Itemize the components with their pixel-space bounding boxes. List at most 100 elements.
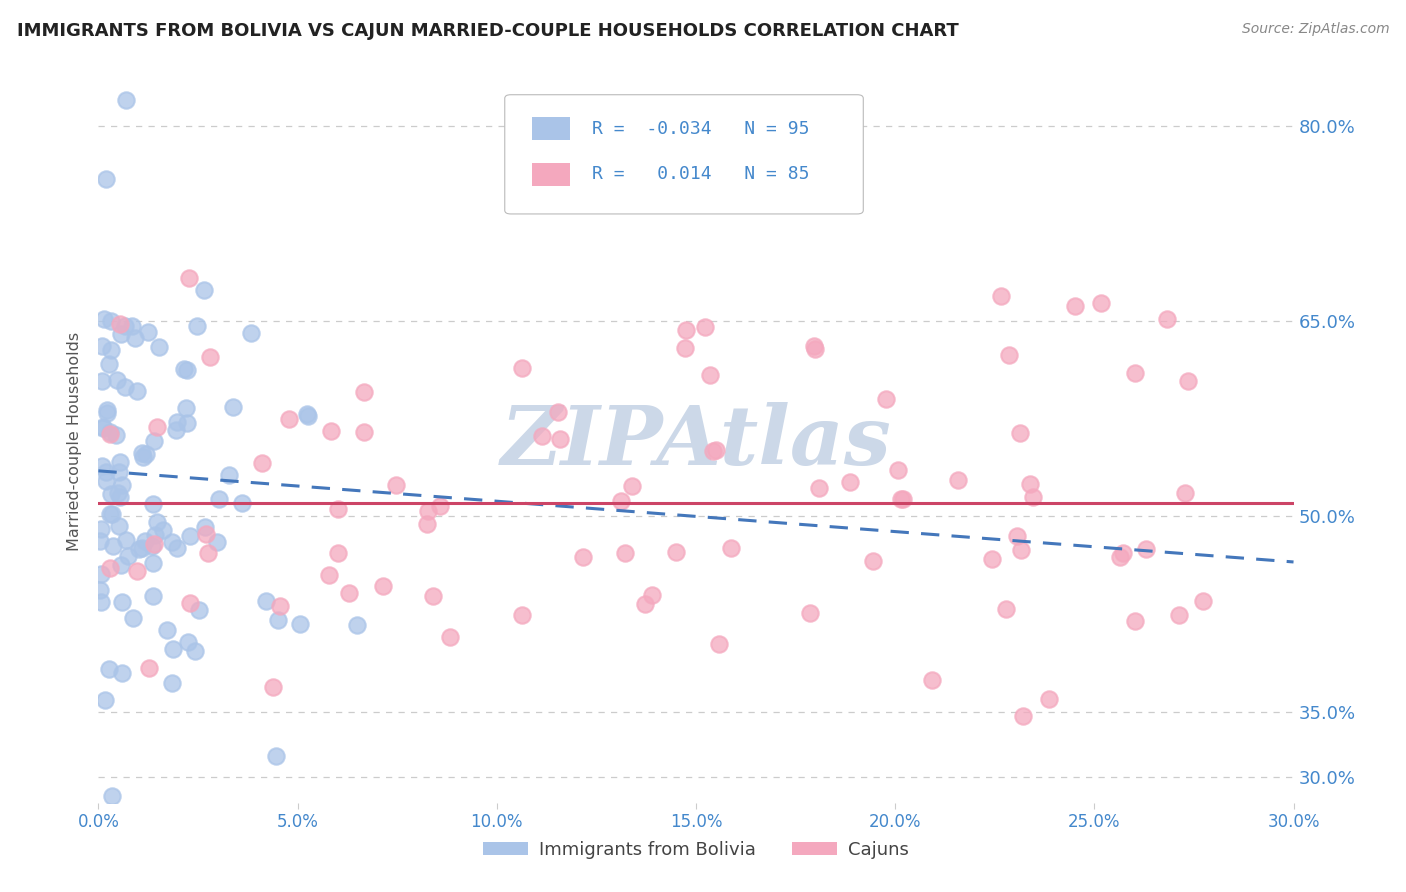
Point [100,425,122,439]
Point [90,522,112,536]
Point [1135,541,1157,556]
Point [572,549,595,564]
Point [89,533,111,548]
Point [990,289,1012,303]
Point [1192,594,1215,608]
Point [634,598,657,612]
Point [346,618,368,632]
Point [177,271,200,285]
Point [132,450,155,464]
Point [530,429,553,443]
Point [1008,426,1031,441]
Point [326,501,349,516]
Point [804,343,827,357]
Point [288,617,311,632]
Point [640,588,662,602]
Point [152,523,174,537]
Point [142,556,165,570]
Point [91,419,114,434]
Point [207,492,229,507]
Text: R =  -0.034   N = 95: R = -0.034 N = 95 [592,120,810,137]
Point [416,516,439,531]
Point [621,479,644,493]
Point [921,673,943,687]
Point [254,594,277,608]
Point [142,589,165,603]
Point [176,401,198,416]
Point [145,516,167,530]
Point [207,534,229,549]
Point [510,360,533,375]
Point [131,446,153,460]
Point [141,539,163,553]
Point [101,540,124,554]
Point [135,447,157,461]
Point [111,665,134,680]
Point [136,326,159,340]
Point [131,541,153,555]
Point [838,475,860,489]
Point [231,496,253,510]
Point [704,443,727,458]
Text: Source: ZipAtlas.com: Source: ZipAtlas.com [1241,22,1389,37]
Point [94,172,117,186]
Point [105,373,128,387]
Point [547,405,569,419]
Point [699,368,721,383]
Point [995,602,1018,616]
Point [105,428,128,442]
Point [1063,299,1085,313]
Point [609,494,631,508]
Point [89,583,111,598]
Text: R =   0.014   N = 85: R = 0.014 N = 85 [592,165,810,183]
Point [184,644,207,658]
Point [222,400,245,414]
Point [862,554,884,568]
Point [90,595,112,609]
Point [125,384,148,398]
Point [111,594,134,608]
Point [1109,550,1132,565]
Point [91,374,114,388]
Point [96,406,118,420]
Point [439,630,461,644]
Point [1123,366,1146,380]
Point [1167,608,1189,623]
Point [218,467,240,482]
Point [337,585,360,599]
Point [96,474,118,488]
Point [117,549,139,563]
Point [1123,615,1146,629]
Point [353,425,375,439]
Point [1174,485,1197,500]
Point [108,318,131,332]
FancyBboxPatch shape [505,95,863,214]
Point [89,567,111,582]
Point [176,363,198,377]
Legend: Immigrants from Bolivia, Cajuns: Immigrants from Bolivia, Cajuns [475,834,917,866]
Point [702,444,724,458]
Point [156,624,179,638]
Point [353,385,375,400]
Point [252,456,274,470]
Point [875,392,897,406]
Point [198,350,221,364]
Point [1038,692,1060,706]
Point [373,579,395,593]
Point [188,603,211,617]
Point [890,491,912,506]
Point [262,680,284,694]
Point [179,529,201,543]
Point [142,497,165,511]
Point [143,434,166,448]
Point [176,634,198,648]
Point [166,415,188,429]
Point [114,533,136,548]
Point [186,319,208,334]
Point [108,455,131,469]
Point [110,326,132,341]
Point [179,596,201,610]
Point [1022,490,1045,504]
Point [264,749,287,764]
Point [808,481,831,495]
